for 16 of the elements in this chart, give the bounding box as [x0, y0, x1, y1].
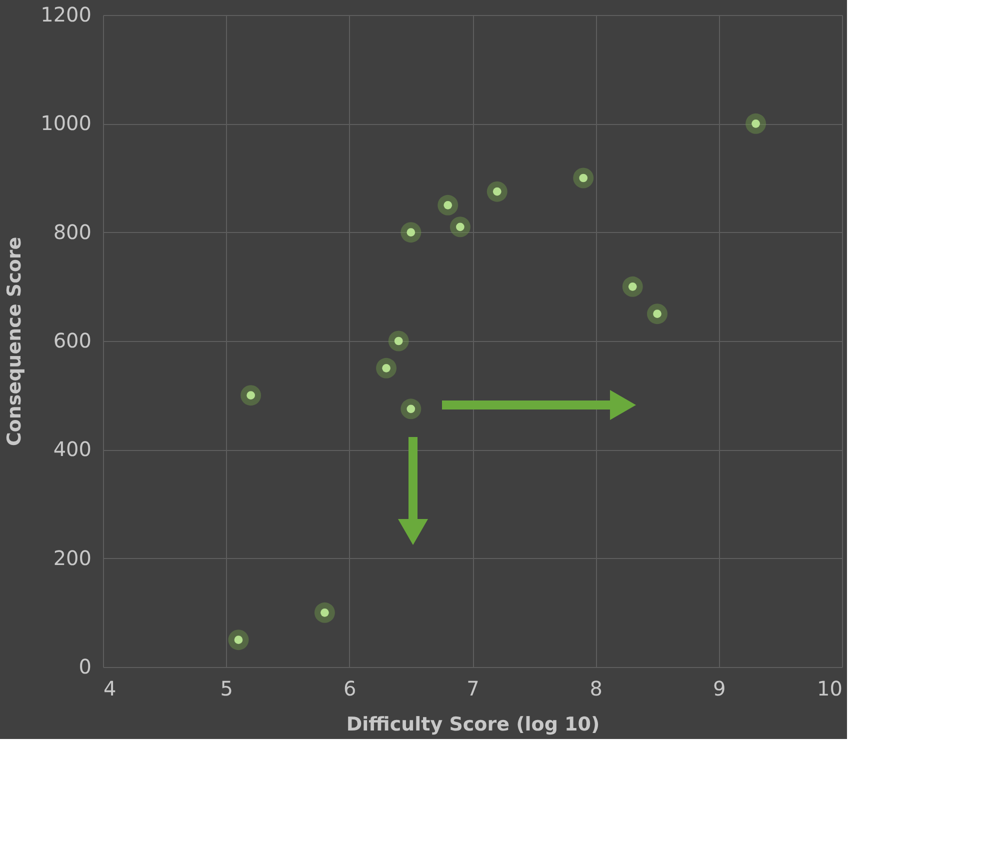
y-tick-label: 400: [53, 437, 92, 462]
x-tick-label: 4: [104, 676, 116, 700]
x-tick-label: 9: [712, 676, 726, 700]
y-tick-label: 800: [53, 220, 92, 244]
y-axis-title: Consequence Score: [4, 236, 26, 446]
x-tick-label: 6: [343, 676, 356, 700]
x-tick-label: 7: [466, 676, 480, 700]
x-tick-label: 5: [220, 676, 234, 700]
y-tick-label: 1000: [40, 111, 92, 136]
y-tick-label: 200: [53, 546, 92, 570]
y-tick-label: 1200: [40, 2, 92, 26]
y-tick-label: 600: [53, 328, 92, 352]
x-axis-title: Difficulty Score (log 10): [346, 714, 600, 736]
y-tick-label: 0: [78, 654, 92, 678]
x-tick-label: 10: [817, 676, 842, 700]
x-tick-label: 8: [590, 676, 603, 700]
